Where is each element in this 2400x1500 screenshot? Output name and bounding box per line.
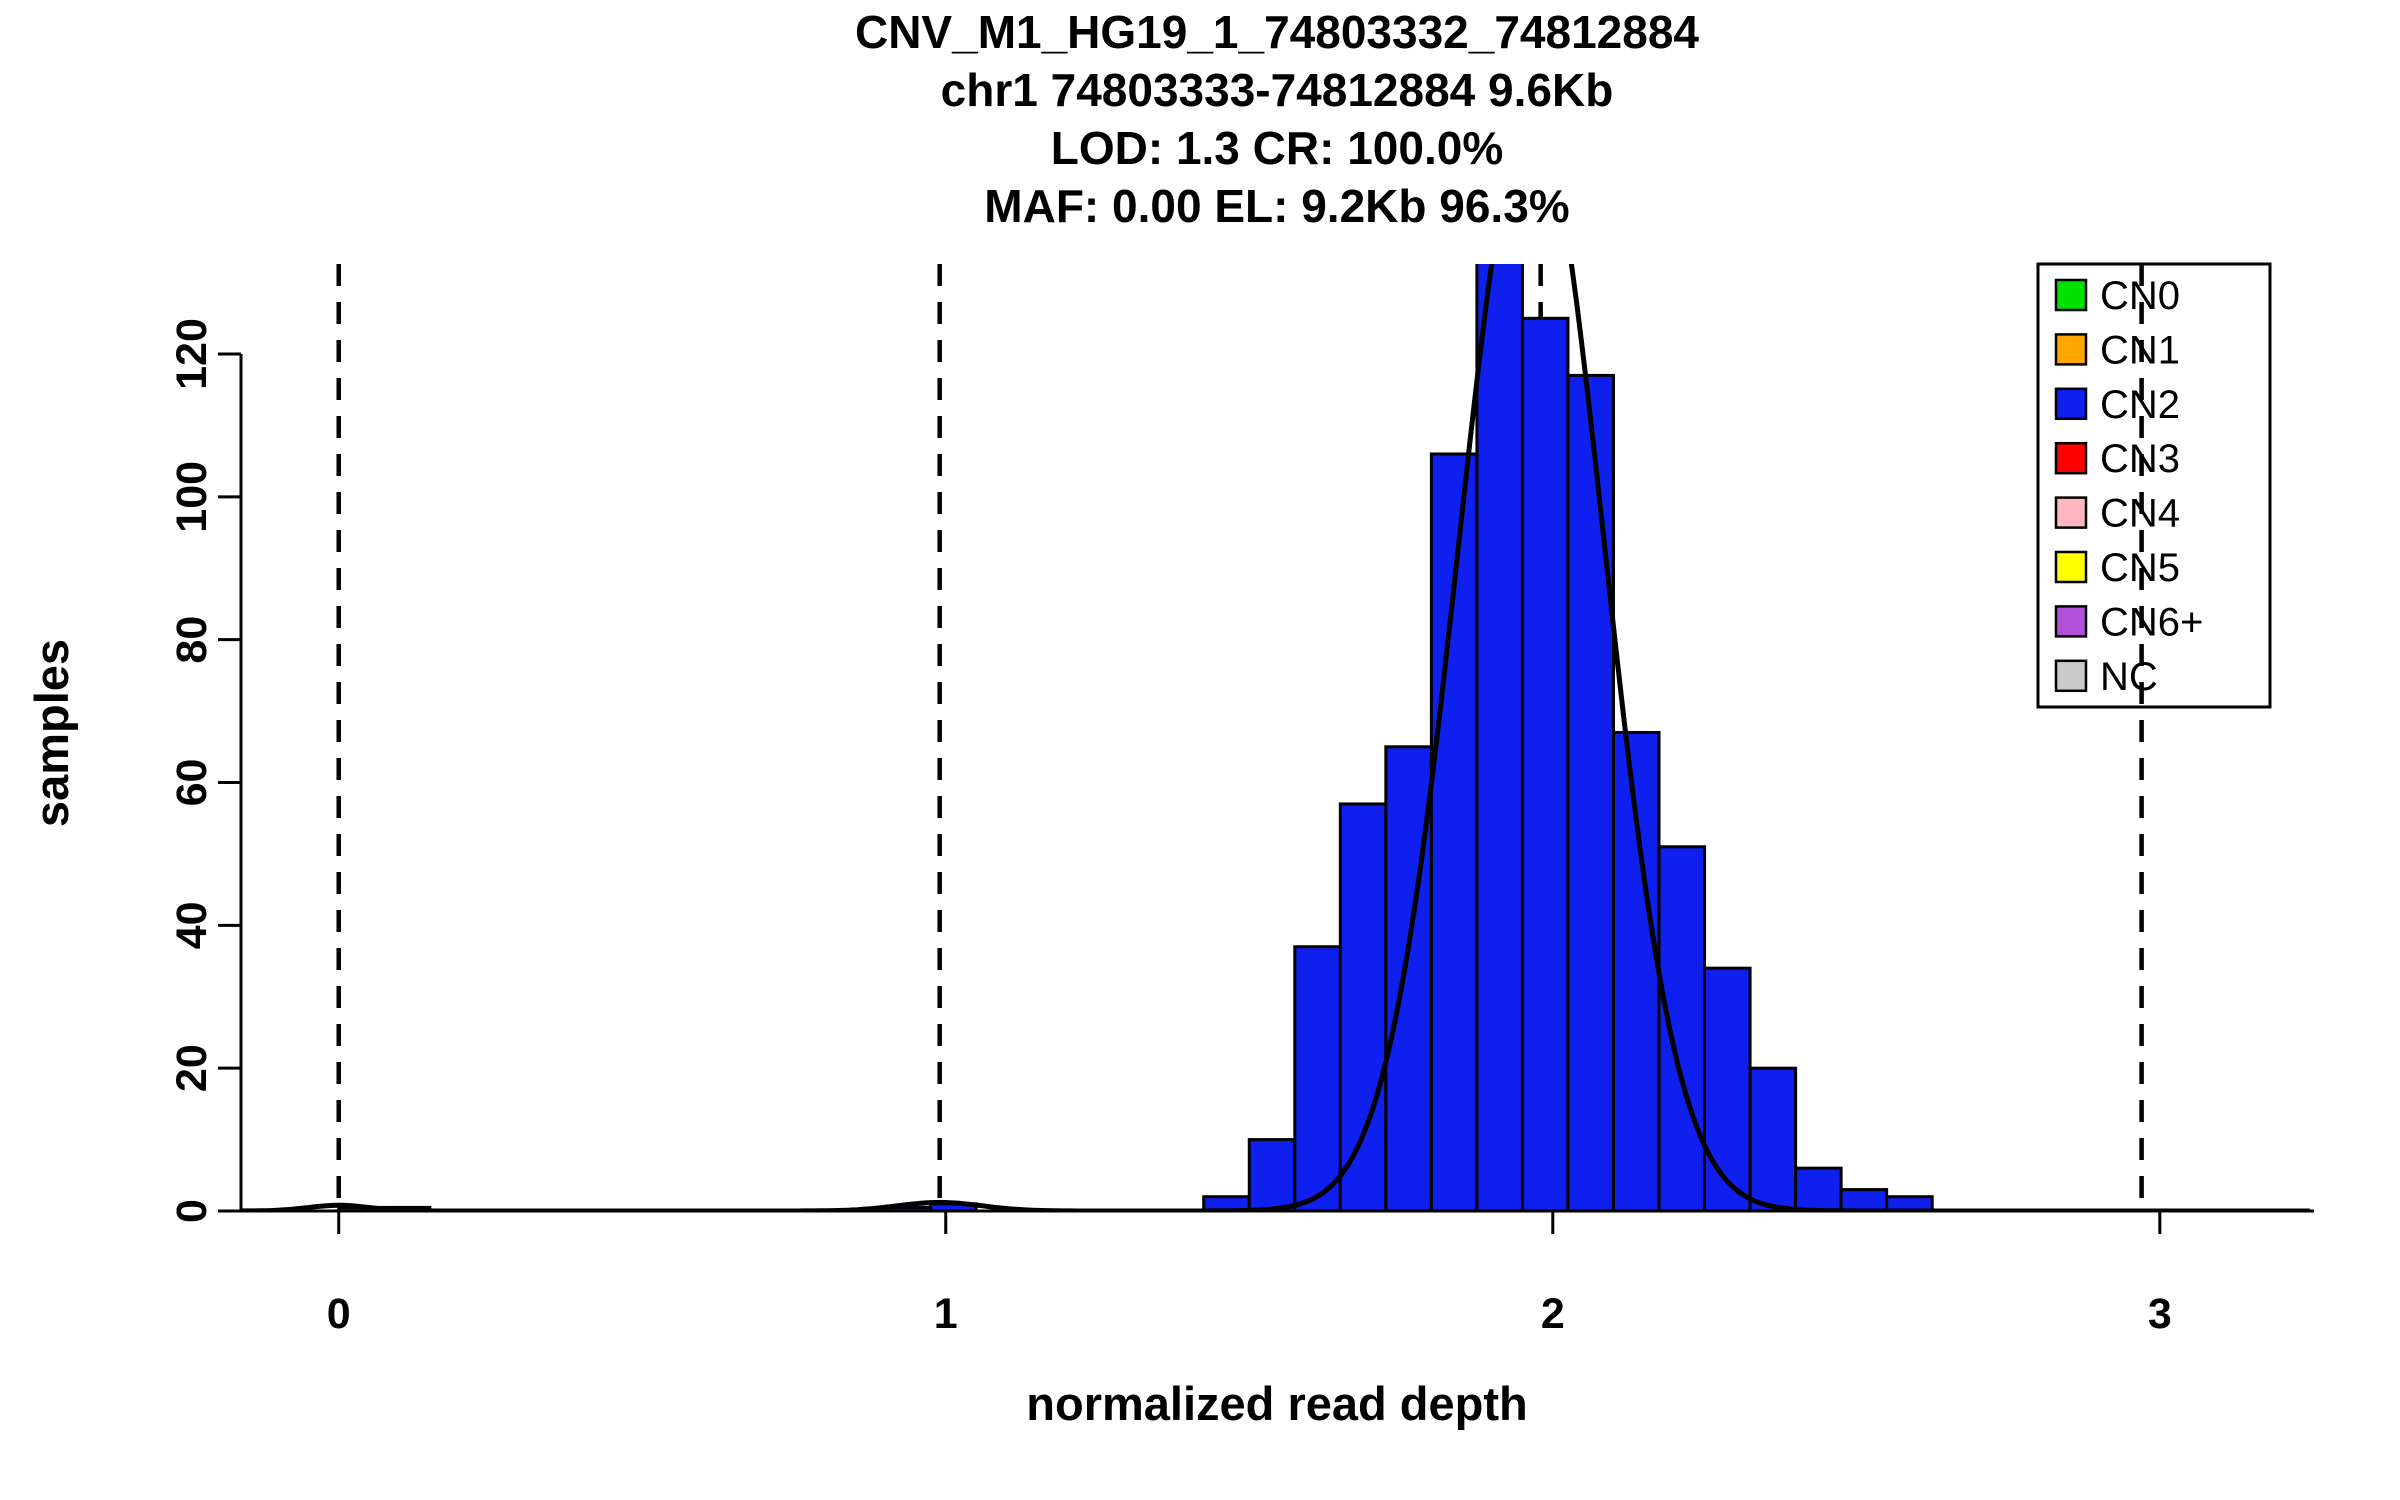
density-fit-curve: [241, 264, 2310, 1211]
legend: CN0 CN1 CN2 CN3 CN4 CN5 CN6+ NC: [2036, 262, 2272, 709]
x-tick-label: 3: [2148, 1290, 2172, 1338]
histogram-bar: [1475, 264, 1524, 1211]
legend-label-nc: NC: [2100, 655, 2158, 699]
histogram-bar: [1247, 1138, 1297, 1211]
legend-label-cn3: CN3: [2100, 437, 2180, 481]
legend-swatch-cn0: [2054, 278, 2088, 312]
x-axis-title: normalized read depth: [1026, 1377, 1527, 1430]
legend-label-cn4: CN4: [2100, 492, 2180, 536]
histogram-bar: [1748, 1066, 1798, 1211]
x-tick-label: 2: [1541, 1290, 1565, 1338]
histogram-bar: [1657, 845, 1707, 1211]
plot-title-line-4: MAF: 0.00 EL: 9.2Kb 96.3%: [984, 180, 1569, 232]
y-tick-label: 100: [168, 461, 216, 533]
legend-swatch-cn6+: [2054, 605, 2088, 638]
legend-swatch-cn4: [2054, 496, 2088, 529]
legend-swatch-cn3: [2054, 441, 2088, 475]
legend-swatch-cn1: [2054, 333, 2088, 366]
plot-title-line-1: CNV_M1_HG19_1_74803332_74812884: [855, 6, 1699, 58]
histogram-bar: [1293, 945, 1342, 1211]
y-tick-label: 40: [168, 901, 216, 949]
plot-title-line-3: LOD: 1.3 CR: 100.0%: [1051, 122, 1503, 174]
y-tick-label: 80: [168, 616, 216, 664]
histogram-bars: [337, 264, 1934, 1211]
y-tick-label: 60: [168, 759, 216, 807]
legend-label-cn1: CN1: [2100, 328, 2180, 372]
legend-label-cn0: CN0: [2100, 274, 2180, 318]
plot-title-line-2: chr1 74803333-74812884 9.6Kb: [941, 64, 1614, 116]
legend-swatch-nc: [2054, 659, 2088, 693]
x-tick-label: 1: [934, 1290, 958, 1338]
histogram-bar: [1703, 966, 1752, 1211]
histogram-bar: [1384, 745, 1433, 1211]
histogram-bar: [1566, 373, 1615, 1211]
histogram-bar: [1839, 1188, 1889, 1211]
y-axis-title: samples: [25, 639, 78, 827]
x-tick-label: 0: [327, 1290, 351, 1338]
legend-box: [2036, 262, 2272, 709]
y-tick-label: 0: [168, 1199, 216, 1223]
y-tick-label: 120: [168, 318, 216, 390]
legend-swatch-cn5: [2054, 550, 2088, 584]
legend-label-cn6+: CN6+: [2100, 600, 2203, 644]
histogram-bar: [1794, 1166, 1843, 1211]
histogram-bar: [1520, 316, 1570, 1211]
y-tick-label: 20: [168, 1044, 216, 1092]
plot-area: 0 1 2 3 0 20 40 60 80 100 120 CN0 CN1 CN2 CN3 CN4 CN5 CN6…: [168, 262, 2314, 1338]
histogram-bar: [1338, 802, 1388, 1211]
legend-label-cn5: CN5: [2100, 546, 2180, 590]
legend-swatch-cn2: [2054, 387, 2088, 421]
legend-label-cn2: CN2: [2100, 383, 2180, 427]
fit-curve-group: [241, 264, 2310, 1211]
